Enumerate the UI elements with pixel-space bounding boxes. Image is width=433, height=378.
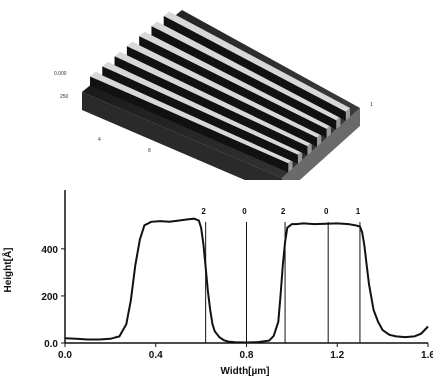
afm-ridges <box>90 11 351 173</box>
afm-ridge-side <box>90 76 289 173</box>
y-tick-label: 0.0 <box>44 339 58 350</box>
afm-base-right-face <box>282 108 360 180</box>
plot-cursors: 2 0 2 0 1 <box>201 207 361 343</box>
x-tick-label: 0.8 <box>240 350 254 361</box>
afm-ridge-top <box>114 51 312 147</box>
height-profile-line <box>64 217 429 344</box>
afm-ridge-front <box>345 107 351 121</box>
cursor-label: 2 <box>201 207 206 216</box>
afm-3d-surface: 0.000 250 4 8 1 <box>54 10 373 180</box>
plot-axes <box>64 190 428 344</box>
x-tick-label: 1.6 <box>421 350 433 361</box>
afm-ridge-front <box>307 142 312 156</box>
afm-ridge-side <box>151 26 337 130</box>
x-tick-label: 1.2 <box>330 350 344 361</box>
cursor-label: 2 <box>281 207 286 216</box>
afm-ridge-top <box>102 61 303 155</box>
afm-ridge-top <box>126 41 322 138</box>
afm-ridge-front <box>316 133 322 147</box>
y-tick-label: 200 <box>41 292 58 303</box>
afm-ridge-side <box>126 46 317 147</box>
afm-ridge-side <box>139 36 327 139</box>
afm-ridge-top <box>151 21 341 121</box>
afm-tick-label: 4 <box>98 137 101 143</box>
afm-base-left-face <box>82 92 282 180</box>
cursor-label: 0 <box>242 207 247 216</box>
afm-ridge-side <box>102 66 298 164</box>
afm-ridge-top <box>90 71 293 164</box>
cursor-label: 1 <box>356 207 361 216</box>
afm-ridge-front <box>326 125 331 138</box>
x-tick-label: 0.0 <box>58 350 72 361</box>
x-tick-label: 0.4 <box>149 350 163 361</box>
afm-ridge-side <box>163 15 346 121</box>
y-tick-label: 400 <box>41 245 58 256</box>
afm-ridge-front <box>288 159 293 173</box>
afm-ridge-front <box>297 150 303 164</box>
afm-tick-label: 8 <box>148 148 151 154</box>
cursor-label: 0 <box>324 207 329 216</box>
x-axis-label: Width[µm] <box>221 366 270 377</box>
afm-tick-label: 1 <box>370 102 373 108</box>
afm-tick-label: 0.000 <box>54 71 67 77</box>
plot-ticks: 0.0 200 400 0.0 0.4 0.8 1.2 1.6 <box>41 245 433 361</box>
afm-ridge-top <box>139 31 331 129</box>
afm-ridge-top <box>163 11 351 112</box>
afm-tick-label: 250 <box>60 94 69 100</box>
afm-ridge-front <box>336 116 341 130</box>
y-axis-label: Height[Å] <box>1 248 14 293</box>
afm-ridge-side <box>114 56 308 156</box>
